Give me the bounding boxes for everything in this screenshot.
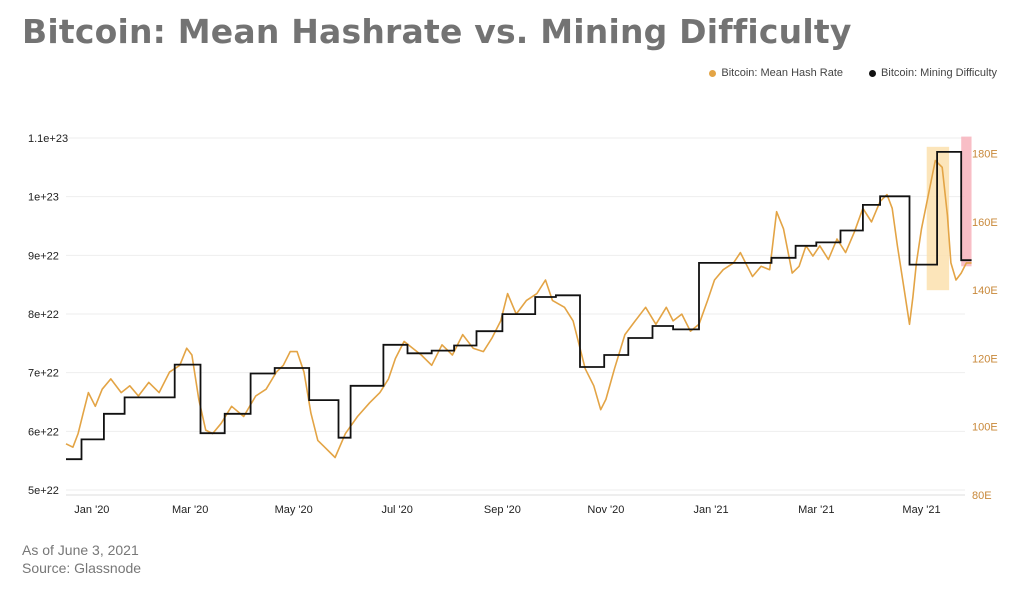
x-tick-label: Jan '21 xyxy=(694,504,729,516)
y-left-tick-label: 7e+22 xyxy=(28,368,59,380)
y-right-tick-label: 100E xyxy=(972,422,998,434)
chart-footer: As of June 3, 2021 Source: Glassnode xyxy=(22,541,141,577)
hashrate-legend-dot-icon xyxy=(709,69,717,77)
grid-lines xyxy=(66,137,965,496)
source-note: Source: Glassnode xyxy=(22,560,142,576)
y-right-tick-label: 80E xyxy=(972,490,992,502)
y-left-tick-label: 9e+22 xyxy=(28,250,59,262)
x-tick-label: Jan '20 xyxy=(74,504,109,516)
x-tick-label: Mar '21 xyxy=(798,504,834,516)
x-tick-label: Mar '20 xyxy=(172,504,208,516)
chart-title: Bitcoin: Mean Hashrate vs. Mining Diffic… xyxy=(22,12,852,51)
series-lines xyxy=(65,150,972,461)
y-right-tick-label: 180E xyxy=(972,149,998,161)
y-left-tick-label: 8e+22 xyxy=(28,309,59,321)
y-right-tick-label: 140E xyxy=(972,285,998,297)
legend-label-hashrate: Bitcoin: Mean Hash Rate xyxy=(721,67,844,79)
y-left-tick-label: 1e+23 xyxy=(28,192,59,204)
y-left-tick-label: 6e+22 xyxy=(28,426,59,438)
x-tick-label: Sep '20 xyxy=(484,504,521,516)
y-left-tick-label: 5e+22 xyxy=(28,485,59,497)
x-tick-label: May '20 xyxy=(275,504,313,516)
tick-labels: 1.1e+23 1e+23 9e+22 8e+22 7e+22 6e+22 5e+22 180… xyxy=(28,133,998,516)
highlight-red-region xyxy=(961,136,972,267)
chart-legend: Bitcoin: Mean Hash Rate Bitcoin: Mining … xyxy=(709,67,997,79)
hashrate-line xyxy=(65,159,972,459)
difficulty-legend-dot-icon xyxy=(869,69,877,77)
y-left-tick-label: 1.1e+23 xyxy=(28,133,68,145)
legend-label-difficulty: Bitcoin: Mining Difficulty xyxy=(881,67,997,79)
legend-item-hashrate[interactable]: Bitcoin: Mean Hash Rate xyxy=(709,67,843,79)
difficulty-line xyxy=(66,150,972,461)
y-right-tick-label: 160E xyxy=(972,217,998,229)
y-right-tick-label: 120E xyxy=(972,353,998,365)
x-tick-label: Nov '20 xyxy=(587,504,624,516)
x-tick-label: May '21 xyxy=(902,504,940,516)
as-of-date: As of June 3, 2021 xyxy=(22,542,139,558)
x-tick-label: Jul '20 xyxy=(381,504,412,516)
legend-item-difficulty[interactable]: Bitcoin: Mining Difficulty xyxy=(869,67,997,79)
